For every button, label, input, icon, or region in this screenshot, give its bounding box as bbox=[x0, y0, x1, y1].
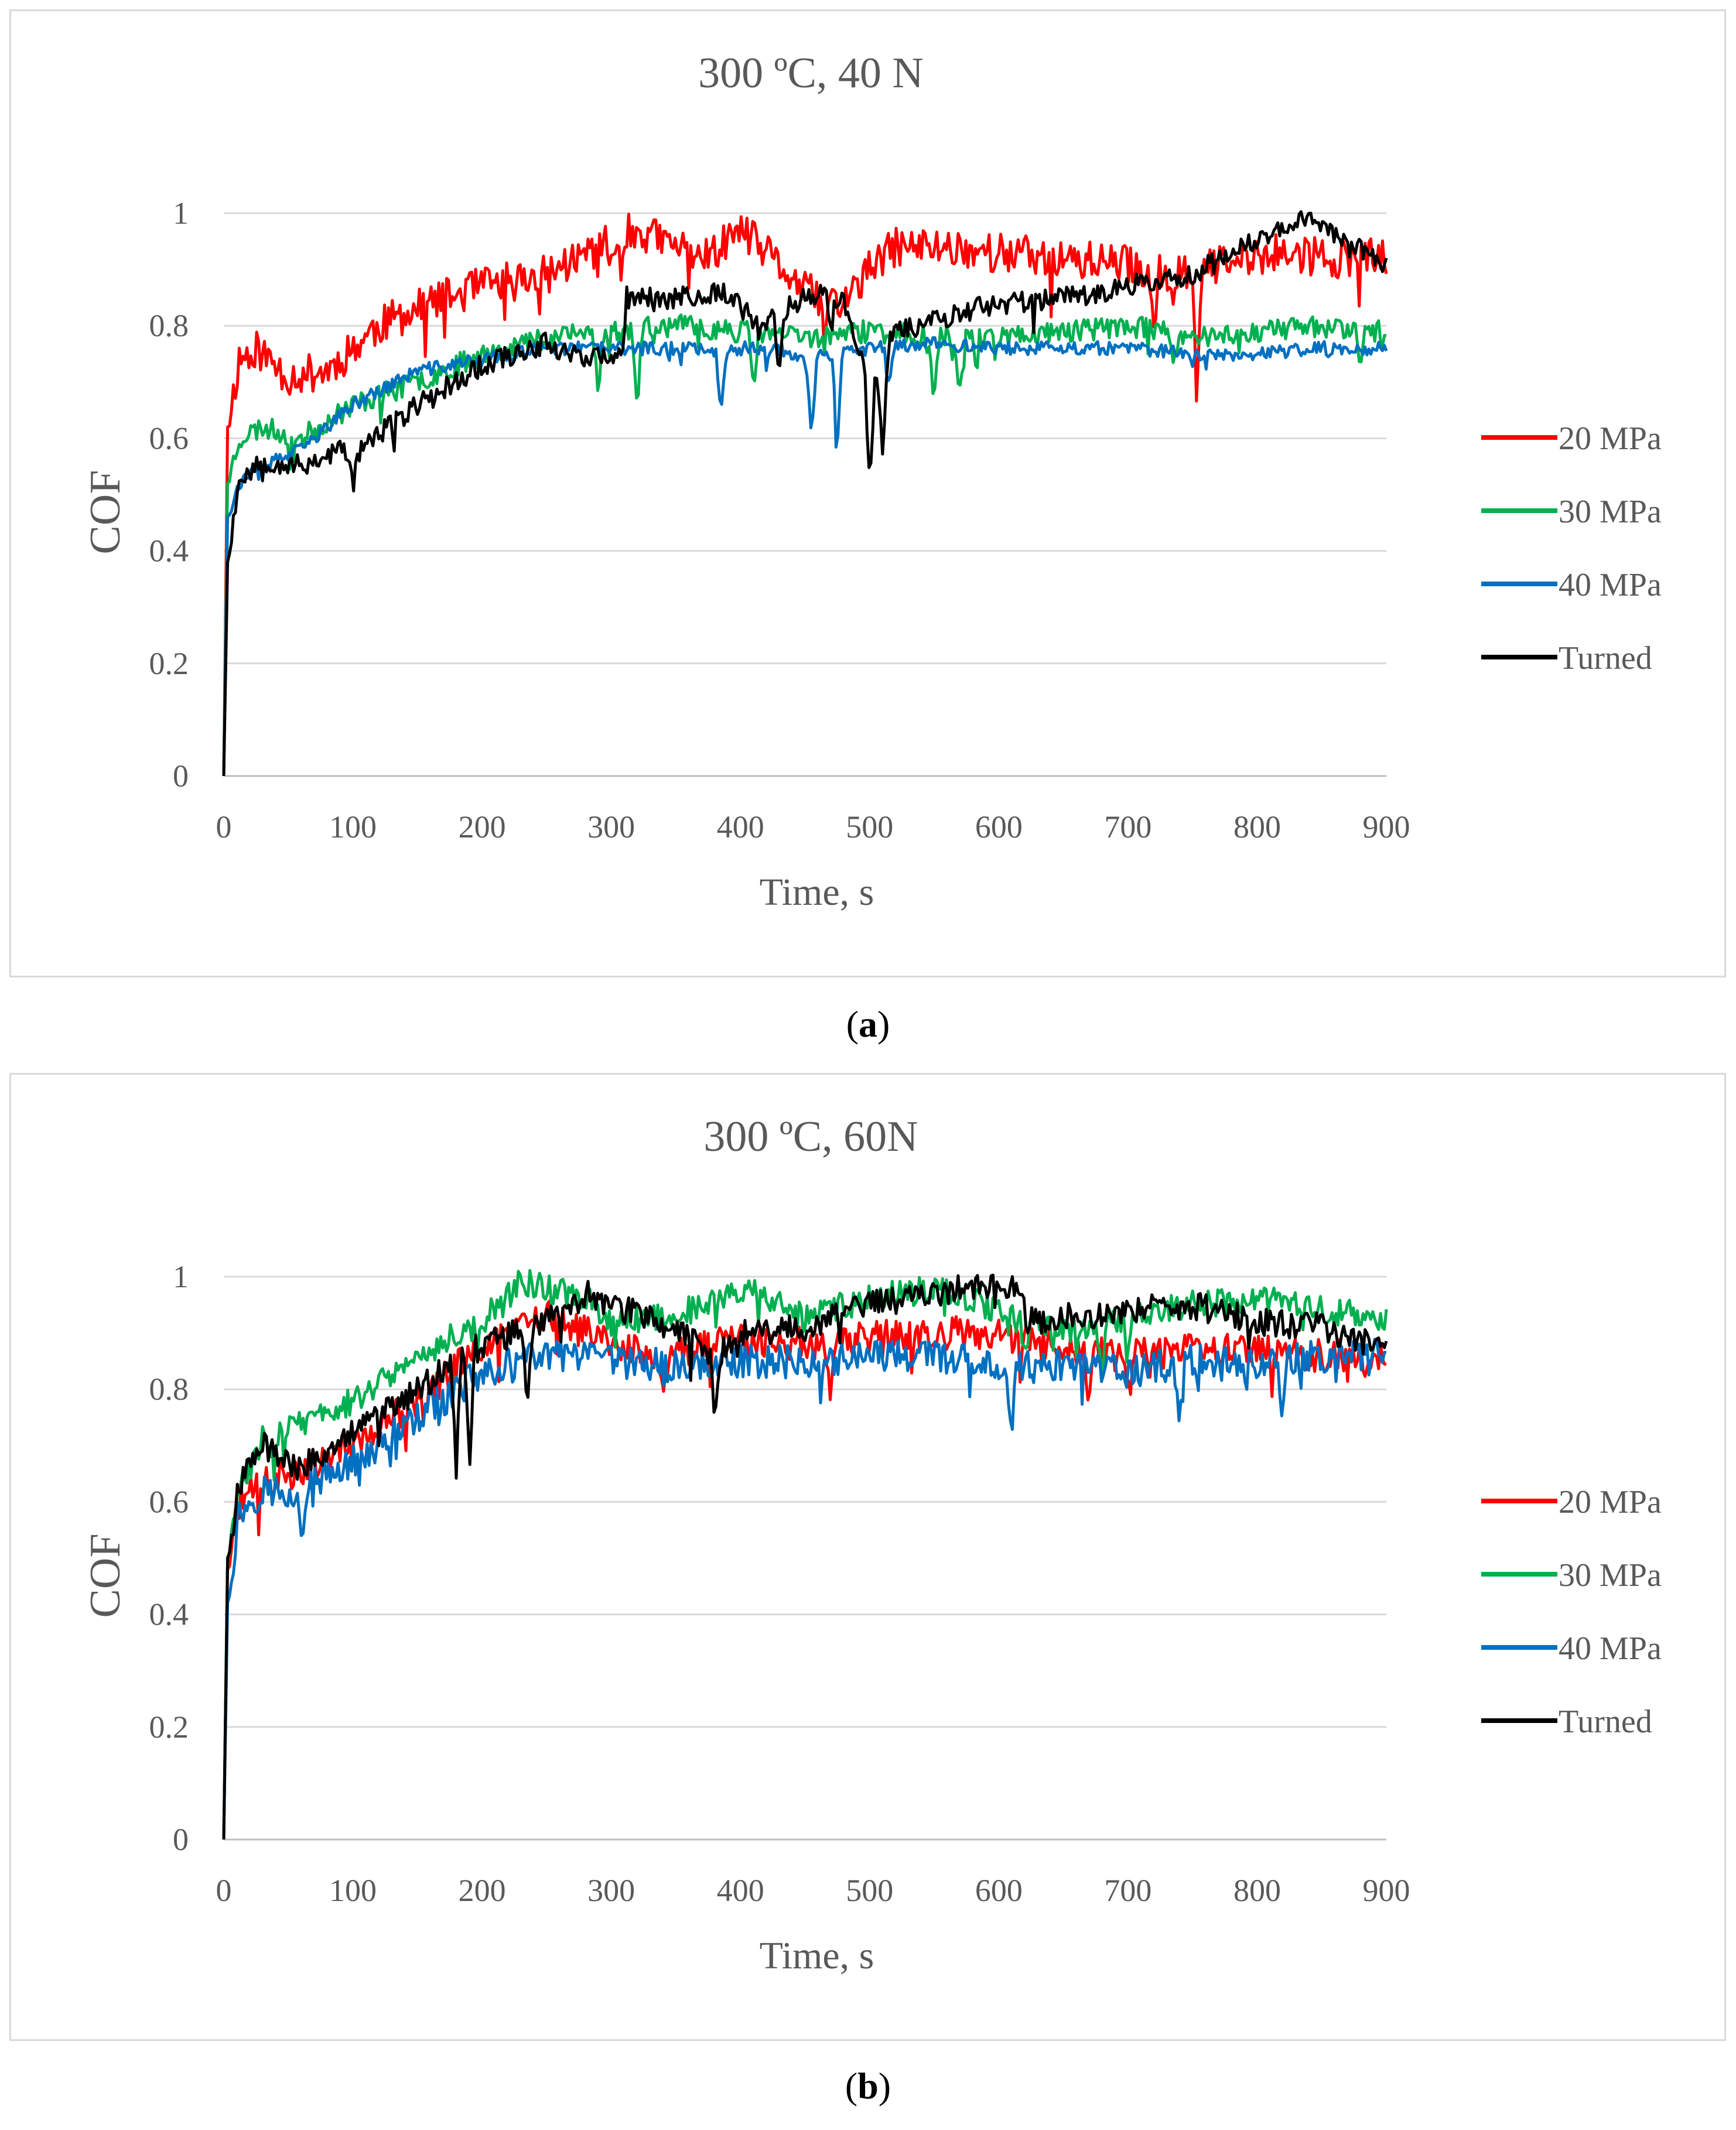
x-tick-label: 400 bbox=[717, 1873, 764, 1908]
legend-label: 40 MPa bbox=[1559, 567, 1662, 603]
caption-close: ) bbox=[878, 2065, 891, 2107]
series-line-20-mpa bbox=[222, 1300, 1387, 1840]
x-axis-label: Time, s bbox=[760, 871, 874, 914]
x-tick-label: 100 bbox=[329, 1873, 377, 1908]
x-tick-label: 700 bbox=[1104, 1873, 1151, 1908]
x-tick-label: 0 bbox=[216, 809, 232, 845]
series-line-40-mpa bbox=[222, 336, 1388, 777]
y-tick-label: 0 bbox=[173, 758, 189, 794]
legend-label: 20 MPa bbox=[1559, 1484, 1662, 1520]
x-tick-label: 800 bbox=[1233, 1873, 1281, 1908]
legend-label: Turned bbox=[1559, 640, 1652, 676]
y-tick-label: 1 bbox=[173, 196, 189, 231]
y-tick-label: 0.6 bbox=[149, 1484, 189, 1519]
x-tick-label: 900 bbox=[1363, 1873, 1410, 1908]
x-tick-label: 500 bbox=[846, 1873, 893, 1908]
line-chart-a: 300 ºC, 40 N 0 0.2 0.4 0.6 0.8 1 0 100 200 300 400 5… bbox=[81, 49, 1662, 914]
chart-title: 300 ºC, 60N bbox=[703, 1113, 918, 1161]
legend-label: 30 MPa bbox=[1559, 494, 1662, 530]
x-tick-label: 300 bbox=[587, 1873, 635, 1908]
chart-panel-b: 300 ºC, 60N 0 0.2 0.4 0.6 0.8 1 0 100 200 300 400 50… bbox=[9, 1073, 1726, 2041]
y-tick-label: 0.2 bbox=[149, 646, 189, 681]
series-line-turned bbox=[222, 210, 1388, 777]
y-tick-label: 0.4 bbox=[149, 1597, 189, 1632]
figure-caption-b: (b) bbox=[0, 2064, 1736, 2108]
legend-label: 20 MPa bbox=[1559, 420, 1662, 457]
chart-title: 300 ºC, 40 N bbox=[698, 49, 924, 97]
y-tick-label: 0.6 bbox=[149, 420, 189, 456]
x-tick-label: 0 bbox=[216, 1873, 232, 1908]
caption-open: ( bbox=[846, 1003, 859, 1045]
x-tick-label: 800 bbox=[1233, 809, 1281, 845]
caption-open: ( bbox=[845, 2065, 858, 2107]
series-line-turned bbox=[222, 1273, 1388, 1840]
y-tick-label: 0.8 bbox=[149, 308, 189, 343]
legend-label: 40 MPa bbox=[1559, 1630, 1662, 1667]
x-tick-label: 500 bbox=[846, 809, 893, 845]
line-chart-b: 300 ºC, 60N 0 0.2 0.4 0.6 0.8 1 0 100 200 300 400 50… bbox=[81, 1113, 1662, 1977]
y-axis-label: COF bbox=[81, 1534, 129, 1618]
legend-label: 30 MPa bbox=[1559, 1557, 1662, 1594]
x-tick-label: 300 bbox=[587, 809, 635, 845]
y-tick-label: 0.4 bbox=[149, 534, 189, 569]
legend-label: Turned bbox=[1559, 1704, 1652, 1740]
series-line-40-mpa bbox=[222, 1338, 1387, 1840]
x-tick-label: 400 bbox=[717, 809, 764, 845]
caption-letter: b bbox=[857, 2065, 879, 2107]
x-tick-label: 600 bbox=[975, 1873, 1023, 1908]
y-tick-label: 1 bbox=[173, 1259, 189, 1294]
caption-letter: a bbox=[859, 1003, 877, 1045]
y-tick-label: 0.8 bbox=[149, 1372, 189, 1407]
y-tick-label: 0.2 bbox=[149, 1710, 189, 1745]
x-tick-label: 900 bbox=[1363, 809, 1410, 845]
x-tick-label: 200 bbox=[459, 809, 506, 845]
series-line-30-mpa bbox=[222, 313, 1387, 777]
figure-caption-a: (a) bbox=[0, 1003, 1736, 1046]
x-tick-label: 100 bbox=[329, 809, 377, 845]
x-tick-label: 200 bbox=[459, 1873, 506, 1908]
x-axis-label: Time, s bbox=[760, 1934, 874, 1977]
x-tick-label: 600 bbox=[975, 809, 1023, 845]
caption-close: ) bbox=[877, 1003, 890, 1045]
chart-panel-a: 300 ºC, 40 N 0 0.2 0.4 0.6 0.8 1 0 100 200 300 400 5… bbox=[9, 9, 1726, 977]
series-line-30-mpa bbox=[222, 1269, 1388, 1840]
y-tick-label: 0 bbox=[173, 1822, 189, 1857]
y-axis-label: COF bbox=[81, 470, 129, 555]
x-tick-label: 700 bbox=[1104, 809, 1151, 845]
